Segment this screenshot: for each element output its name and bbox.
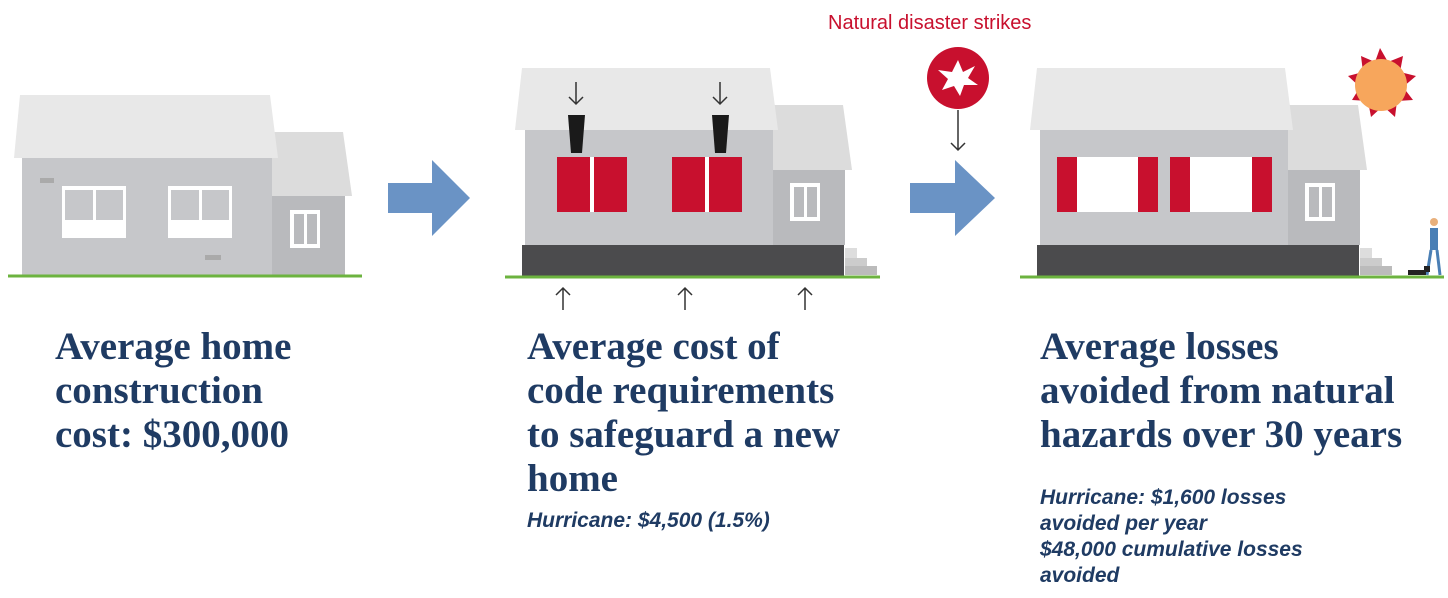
title-line: to safeguard a new [527, 413, 840, 457]
disaster-icon [927, 47, 989, 150]
detail-line: $48,000 cumulative losses [1040, 537, 1303, 563]
title-line: avoided from natural [1040, 369, 1402, 413]
detail-line: avoided [1040, 563, 1303, 589]
event-label: Natural disaster strikes [828, 12, 1031, 35]
flow-arrow [388, 160, 470, 236]
title-line: code requirements [527, 369, 840, 413]
house-survived [1020, 48, 1444, 277]
house-basic [8, 95, 362, 276]
title-line: construction [55, 369, 291, 413]
title-line: Average home [55, 325, 291, 369]
detail-line: Hurricane: $4,500 (1.5%) [527, 508, 770, 534]
title-line: cost: $300,000 [55, 413, 291, 457]
title-line: Average losses [1040, 325, 1402, 369]
title-line: hazards over 30 years [1040, 413, 1402, 457]
flow-arrow [910, 160, 995, 236]
detail-line: Hurricane: $1,600 losses [1040, 485, 1303, 511]
panel-detail: Hurricane: $4,500 (1.5%) [527, 508, 770, 534]
house-fortified [505, 68, 880, 310]
detail-line: avoided per year [1040, 511, 1303, 537]
title-line: home [527, 457, 840, 501]
page: Natural disaster strikes Average homecon… [0, 0, 1448, 598]
title-line: Average cost of [527, 325, 840, 369]
